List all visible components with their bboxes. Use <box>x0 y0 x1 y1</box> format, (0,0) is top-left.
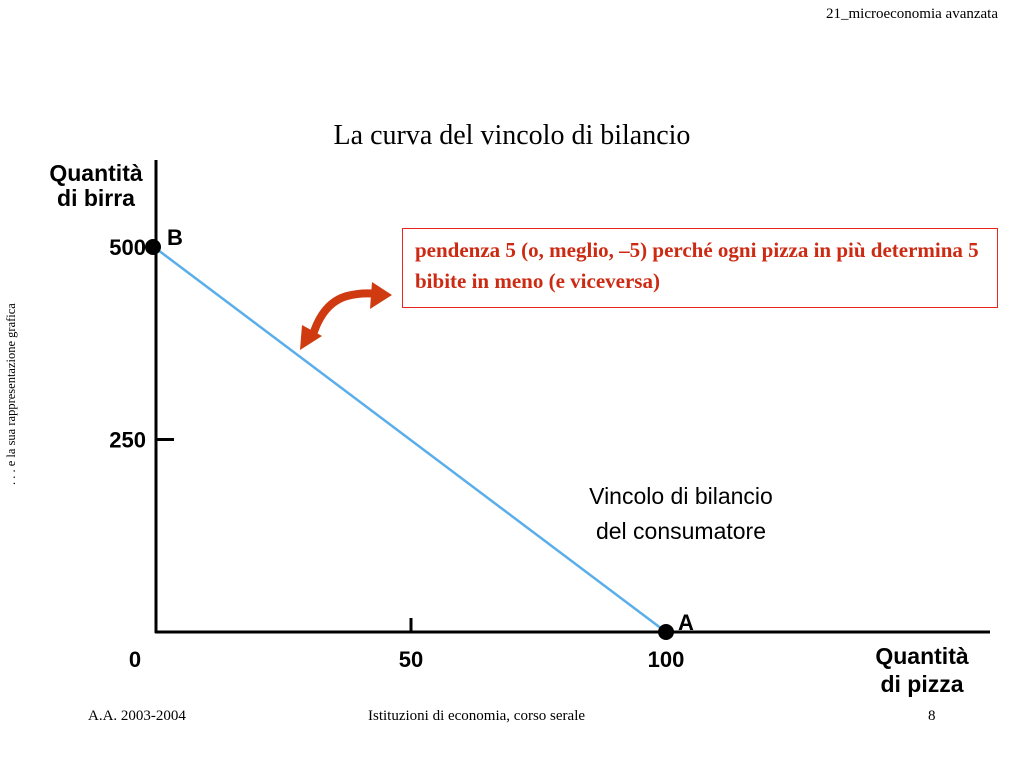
budget-line-annotation: del consumatore <box>596 518 766 544</box>
slope-arrow <box>312 293 378 338</box>
y-axis-label: di birra <box>57 185 135 211</box>
footer-academic-year: A.A. 2003-2004 <box>88 708 186 725</box>
budget-line-annotation: Vincolo di bilancio <box>589 483 773 509</box>
x-axis-label: di pizza <box>880 671 963 697</box>
slope-callout-box: pendenza 5 (o, meglio, –5) perché ogni p… <box>402 228 998 308</box>
point-b <box>145 239 161 255</box>
y-axis-label: Quantità <box>49 160 142 186</box>
point-a <box>658 624 674 640</box>
footer-page-number: 8 <box>928 708 936 725</box>
footer-course-name: Istituzioni di economia, corso serale <box>368 708 585 725</box>
x-tick-label: 100 <box>648 647 685 672</box>
x-tick-label: 50 <box>399 647 423 672</box>
point-label-a: A <box>678 610 694 635</box>
x-tick-label: 0 <box>129 647 141 672</box>
y-tick-label: 250 <box>109 428 146 453</box>
slope-arrow-head-right <box>370 282 392 309</box>
point-label-b: B <box>167 225 183 250</box>
y-tick-label: 500 <box>109 235 146 260</box>
x-axis-label: Quantità <box>875 643 968 669</box>
